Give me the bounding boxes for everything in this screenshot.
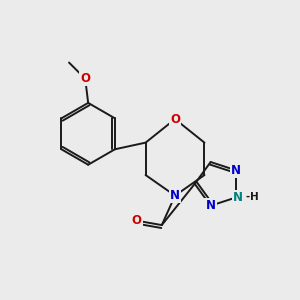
Text: N: N xyxy=(231,164,241,177)
Text: H: H xyxy=(250,192,259,202)
Text: N: N xyxy=(233,191,243,204)
Text: N: N xyxy=(170,189,180,202)
Text: N: N xyxy=(206,199,216,212)
Text: O: O xyxy=(80,72,90,85)
Text: -: - xyxy=(245,192,250,202)
Text: O: O xyxy=(170,112,180,126)
Text: O: O xyxy=(132,214,142,227)
